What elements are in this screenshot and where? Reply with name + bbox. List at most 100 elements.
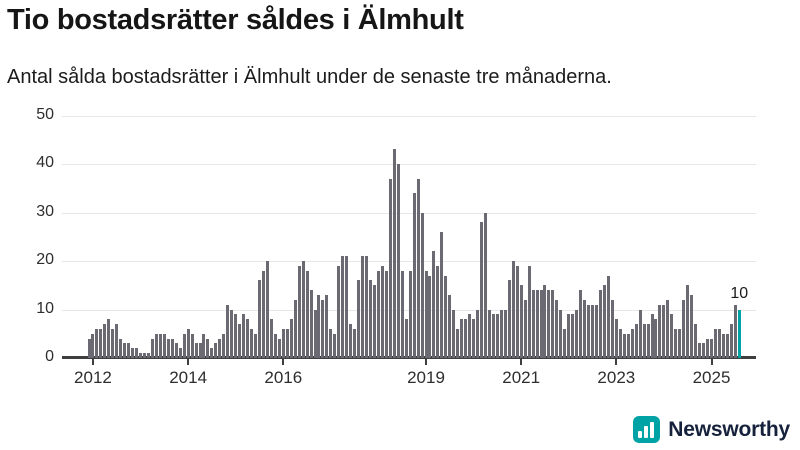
bar: [123, 343, 127, 358]
bar: [713, 328, 717, 358]
bar: [337, 265, 341, 358]
bar: [472, 319, 476, 358]
bar: [666, 299, 670, 358]
bar: [654, 319, 658, 358]
bar-chart-icon: [633, 416, 661, 443]
bar: [519, 285, 523, 358]
bar: [428, 275, 432, 358]
bar: [254, 333, 258, 358]
bar: [246, 319, 250, 358]
bar: [638, 309, 642, 358]
bar: [317, 294, 321, 358]
bar: [143, 353, 146, 358]
x-axis-tick: [187, 359, 190, 365]
bar: [587, 304, 591, 358]
bar: [448, 294, 452, 358]
bar: [261, 270, 265, 358]
bar: [539, 290, 543, 358]
bar: [333, 333, 337, 358]
bar: [119, 338, 123, 358]
bar: [202, 333, 206, 358]
y-gridline: [62, 164, 756, 165]
x-axis-tick-label: 2023: [597, 368, 636, 387]
x-axis-tick: [710, 359, 713, 365]
bar: [230, 309, 234, 358]
bar: [388, 178, 392, 358]
bar: [583, 299, 587, 358]
y-axis-tick-label: 40: [36, 154, 54, 171]
bar: [436, 265, 440, 358]
bar: [115, 324, 119, 358]
bar: [602, 285, 606, 358]
bar: [642, 324, 646, 358]
bar: [460, 319, 464, 358]
bar: [111, 328, 115, 358]
bar: [729, 324, 733, 358]
bar: [353, 328, 357, 358]
bar: [499, 309, 503, 358]
bar: [515, 265, 519, 358]
bar: [491, 314, 495, 358]
bar: [495, 314, 499, 358]
bar: [178, 348, 182, 358]
bar: [646, 324, 650, 358]
bar: [309, 290, 313, 358]
bar: [416, 178, 420, 358]
bar: [468, 314, 472, 358]
bar: [349, 324, 353, 358]
x-axis-tick: [615, 359, 618, 365]
bar: [313, 309, 317, 358]
bar: [535, 290, 539, 358]
bar: [238, 324, 242, 358]
bar: [392, 149, 396, 358]
bar: [372, 285, 376, 358]
bar: [721, 333, 725, 358]
bar: [733, 304, 737, 358]
bar: [305, 270, 309, 358]
x-axis-tick-label: 2019: [407, 368, 445, 387]
bar: [725, 333, 729, 358]
y-gridline: [62, 212, 756, 214]
bar: [265, 261, 269, 358]
bar: [293, 299, 297, 358]
bar: [412, 193, 416, 358]
bar: [610, 299, 614, 358]
bar: [706, 338, 710, 358]
bar: [131, 348, 135, 358]
bar: [523, 299, 527, 358]
y-axis-tick-label: 50: [36, 105, 54, 123]
bar: [484, 212, 487, 358]
bar: [135, 348, 139, 358]
bar: [384, 270, 388, 358]
x-axis-tick-label: 2016: [264, 368, 303, 387]
bar: [361, 256, 365, 358]
bar: [674, 328, 678, 358]
bar: [242, 314, 246, 358]
bar: [194, 343, 198, 358]
bar: [658, 304, 662, 358]
bar: [670, 314, 674, 358]
bar: [87, 338, 91, 358]
chart-subtitle: Antal sålda bostadsrätter i Älmhult unde…: [7, 66, 612, 88]
bar: [301, 261, 305, 358]
bar: [285, 328, 289, 358]
x-axis-tick: [425, 359, 428, 365]
bar: [321, 299, 325, 358]
bar: [158, 333, 162, 358]
bar: [702, 343, 706, 358]
bar: [543, 285, 547, 358]
bar: [376, 270, 380, 358]
bar: [341, 256, 345, 358]
bar: [563, 328, 567, 358]
bar: [690, 294, 694, 358]
x-axis-tick-label: 2014: [169, 368, 208, 387]
bar: [503, 309, 507, 358]
bar: [456, 328, 460, 358]
bar: [404, 319, 408, 358]
bar: [198, 343, 202, 358]
bar: [682, 299, 686, 358]
bar: [222, 333, 226, 358]
bar: [369, 280, 372, 358]
bar: [630, 328, 634, 358]
